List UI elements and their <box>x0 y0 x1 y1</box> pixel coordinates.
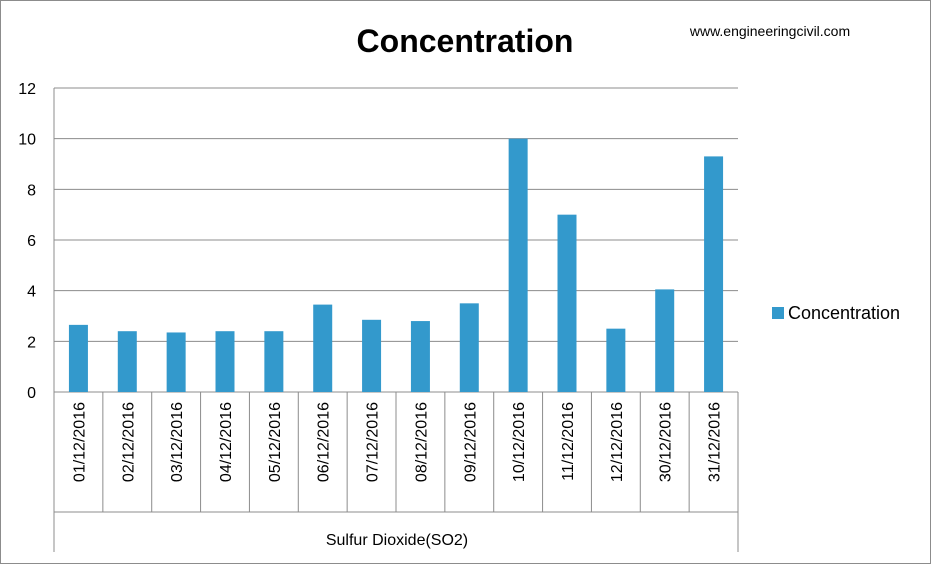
bar <box>215 331 235 392</box>
x-tick-label: 07/12/2016 <box>365 402 382 482</box>
group-label: Sulfur Dioxide(SO2) <box>326 532 468 549</box>
bar <box>362 319 382 392</box>
bar <box>508 138 528 392</box>
bar <box>459 303 479 392</box>
x-tick-label: 06/12/2016 <box>316 402 333 482</box>
legend-label: Concentration <box>788 303 900 323</box>
x-tick-label: 12/12/2016 <box>609 402 626 482</box>
bar <box>264 331 284 392</box>
y-tick-label: 4 <box>27 284 36 301</box>
x-tick-label: 10/12/2016 <box>511 402 528 482</box>
bar <box>704 156 724 392</box>
y-tick-label: 0 <box>27 385 36 402</box>
x-tick-label: 04/12/2016 <box>218 402 235 482</box>
gridlines <box>54 87 738 393</box>
bar <box>68 324 88 392</box>
bars <box>68 138 724 392</box>
category-labels: 01/12/2016 02/12/2016 03/12/2016 04/12/2016… <box>71 402 723 482</box>
x-tick-label: 03/12/2016 <box>169 402 186 482</box>
x-tick-label: 01/12/2016 <box>71 402 88 482</box>
bar <box>655 289 675 392</box>
x-tick-label: 31/12/2016 <box>707 402 724 482</box>
axes: 0 2 4 6 8 10 12 <box>18 81 739 552</box>
y-tick-label: 10 <box>18 132 36 149</box>
x-tick-label: 09/12/2016 <box>462 402 479 482</box>
legend-swatch <box>772 307 784 319</box>
y-tick-label: 2 <box>27 334 36 351</box>
bar <box>313 304 333 392</box>
bar <box>166 332 186 392</box>
x-tick-label: 30/12/2016 <box>658 402 675 482</box>
bar <box>410 321 430 392</box>
y-tick-label: 8 <box>27 182 36 199</box>
bar <box>117 331 137 392</box>
y-tick-label: 12 <box>18 81 36 98</box>
x-tick-label: 02/12/2016 <box>120 402 137 482</box>
bar <box>557 214 577 392</box>
y-tick-label: 6 <box>27 233 36 250</box>
x-tick-label: 08/12/2016 <box>413 402 430 482</box>
watermark-text: www.engineeringcivil.com <box>689 23 850 39</box>
x-tick-label: 05/12/2016 <box>267 402 284 482</box>
legend: Concentration <box>772 303 900 323</box>
chart-title: Concentration <box>357 23 574 59</box>
x-tick-label: 11/12/2016 <box>560 402 577 481</box>
bar <box>606 328 626 392</box>
